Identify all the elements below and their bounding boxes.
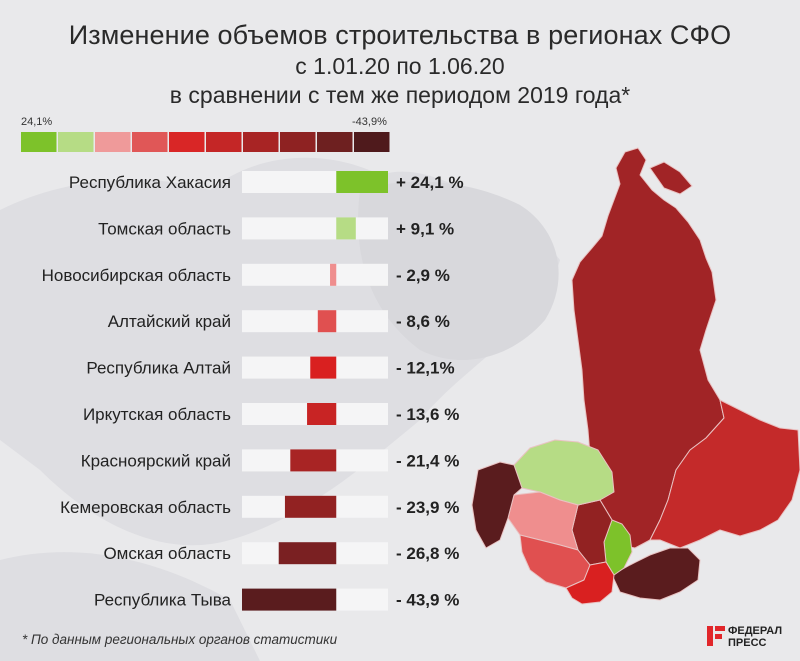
bar bbox=[242, 588, 337, 611]
footnote: * По данным региональных органов статист… bbox=[22, 632, 338, 647]
bar-track bbox=[242, 310, 388, 333]
chart-subtitle-comparison: в сравнении с тем же периодом 2019 года* bbox=[169, 82, 631, 108]
category-label: Иркутская область bbox=[83, 405, 231, 424]
bar bbox=[290, 449, 337, 472]
value-label: - 43,9 % bbox=[396, 591, 459, 610]
map-region-omsk bbox=[471, 461, 523, 549]
map-region-tuva bbox=[611, 547, 701, 601]
bar-track bbox=[242, 263, 388, 286]
bar bbox=[310, 356, 337, 379]
value-label: - 26,8 % bbox=[396, 544, 459, 563]
scale-swatch-2 bbox=[58, 132, 94, 152]
chart-subtitle-period: с 1.01.20 по 1.06.20 bbox=[295, 53, 505, 79]
value-label: - 13,6 % bbox=[396, 405, 459, 424]
scale-swatch-6 bbox=[206, 132, 242, 152]
value-label: - 12,1% bbox=[396, 359, 455, 378]
color-scale-legend bbox=[21, 132, 390, 152]
category-label: Кемеровская область bbox=[60, 498, 231, 517]
scale-swatch-7 bbox=[243, 132, 279, 152]
category-label: Республика Тыва bbox=[94, 591, 232, 610]
bar bbox=[336, 171, 388, 193]
bar bbox=[307, 403, 337, 425]
category-label: Алтайский край bbox=[108, 312, 231, 331]
scale-swatch-10 bbox=[354, 132, 390, 152]
federal-press-logo: ФЕДЕРАЛ ПРЕСС bbox=[706, 622, 796, 654]
value-label: - 21,4 % bbox=[396, 451, 459, 470]
bar-track bbox=[242, 217, 388, 240]
value-label: - 2,9 % bbox=[396, 266, 450, 285]
scale-swatch-1 bbox=[21, 132, 57, 152]
category-label: Омская область bbox=[103, 544, 231, 563]
bar bbox=[336, 217, 356, 240]
chart-title: Изменение объемов строительства в регион… bbox=[68, 20, 732, 50]
value-label: + 9,1 % bbox=[396, 219, 454, 238]
map-region-taimyr-island bbox=[649, 161, 693, 195]
map-region-altai-rep bbox=[565, 561, 615, 605]
category-label: Республика Алтай bbox=[86, 359, 231, 378]
value-label: - 23,9 % bbox=[396, 498, 459, 517]
value-label: - 8,6 % bbox=[396, 312, 450, 331]
scale-swatch-5 bbox=[169, 132, 205, 152]
federal-press-logo-mark-icon bbox=[707, 626, 725, 646]
category-label: Томская область bbox=[98, 219, 231, 238]
bar bbox=[278, 542, 337, 565]
bar bbox=[284, 495, 337, 518]
scale-swatch-3 bbox=[95, 132, 131, 152]
scale-swatch-9 bbox=[317, 132, 353, 152]
category-label: Красноярский край bbox=[81, 451, 231, 470]
bar bbox=[330, 263, 337, 286]
category-label: Новосибирская область bbox=[42, 266, 231, 285]
scale-right-label: -43,9% bbox=[352, 116, 387, 128]
logo-line-2: ПРЕСС bbox=[728, 637, 767, 649]
logo-line-1: ФЕДЕРАЛ bbox=[728, 625, 783, 637]
map-region-irkutsk bbox=[649, 399, 800, 549]
scale-swatch-8 bbox=[280, 132, 316, 152]
category-label: Республика Хакасия bbox=[69, 173, 231, 192]
scale-swatch-4 bbox=[132, 132, 168, 152]
scale-left-label: 24,1% bbox=[21, 116, 53, 128]
bar bbox=[317, 310, 337, 333]
value-label: + 24,1 % bbox=[396, 173, 464, 192]
